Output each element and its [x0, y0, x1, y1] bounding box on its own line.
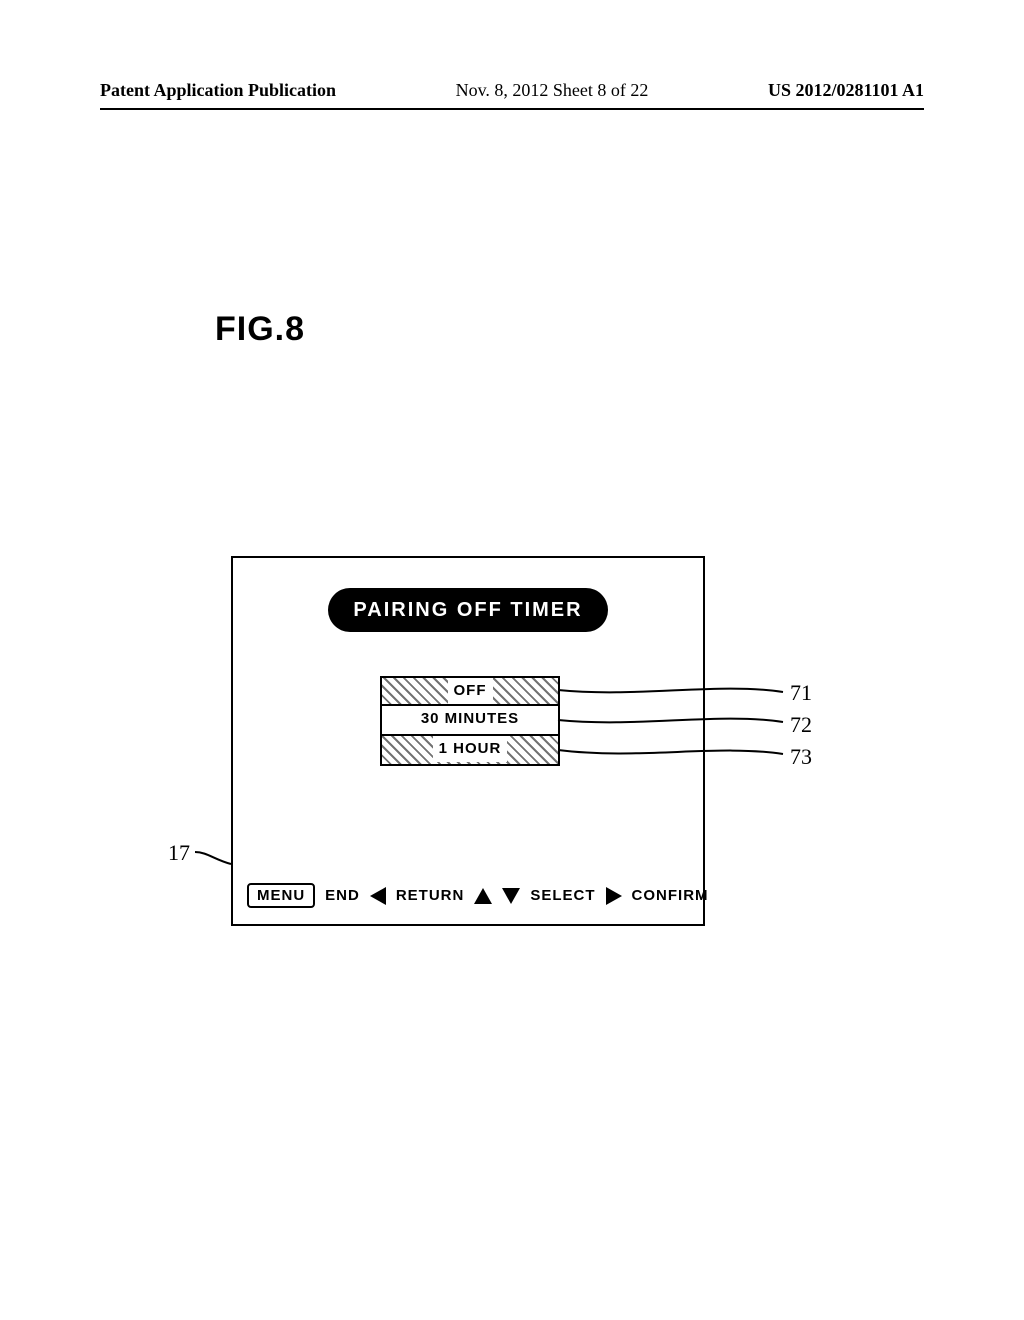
triangle-down-icon — [502, 888, 520, 904]
option-label: 1 HOUR — [433, 736, 508, 762]
header-mid: Nov. 8, 2012 Sheet 8 of 22 — [456, 80, 649, 101]
option-label: 30 MINUTES — [415, 706, 525, 732]
screen-title: PAIRING OFF TIMER — [328, 588, 608, 632]
options-list: OFF 30 MINUTES 1 HOUR — [380, 676, 560, 766]
header-rule — [100, 108, 924, 110]
callout-71: 71 — [790, 680, 812, 706]
triangle-right-icon — [606, 887, 622, 905]
option-label: OFF — [448, 678, 493, 704]
confirm-label: CONFIRM — [632, 887, 709, 904]
callout-72: 72 — [790, 712, 812, 738]
triangle-left-icon — [370, 887, 386, 905]
lead-17 — [195, 840, 235, 870]
select-label: SELECT — [530, 887, 595, 904]
triangle-up-icon — [474, 888, 492, 904]
callout-73: 73 — [790, 744, 812, 770]
bottom-bar: MENU END RETURN SELECT CONFIRM — [247, 883, 689, 908]
option-1hour[interactable]: 1 HOUR — [380, 736, 560, 766]
device-screen: PAIRING OFF TIMER OFF 30 MINUTES 1 HOUR … — [231, 556, 705, 926]
header-left: Patent Application Publication — [100, 80, 336, 101]
callout-17: 17 — [168, 840, 190, 866]
figure-label: FIG.8 — [215, 310, 305, 349]
menu-button[interactable]: MENU — [247, 883, 315, 908]
header-right: US 2012/0281101 A1 — [768, 80, 924, 101]
return-label: RETURN — [396, 887, 465, 904]
end-label: END — [325, 887, 360, 904]
page-header: Patent Application Publication Nov. 8, 2… — [100, 80, 924, 101]
option-off[interactable]: OFF — [380, 676, 560, 706]
option-30min[interactable]: 30 MINUTES — [380, 706, 560, 736]
page: Patent Application Publication Nov. 8, 2… — [0, 0, 1024, 1320]
